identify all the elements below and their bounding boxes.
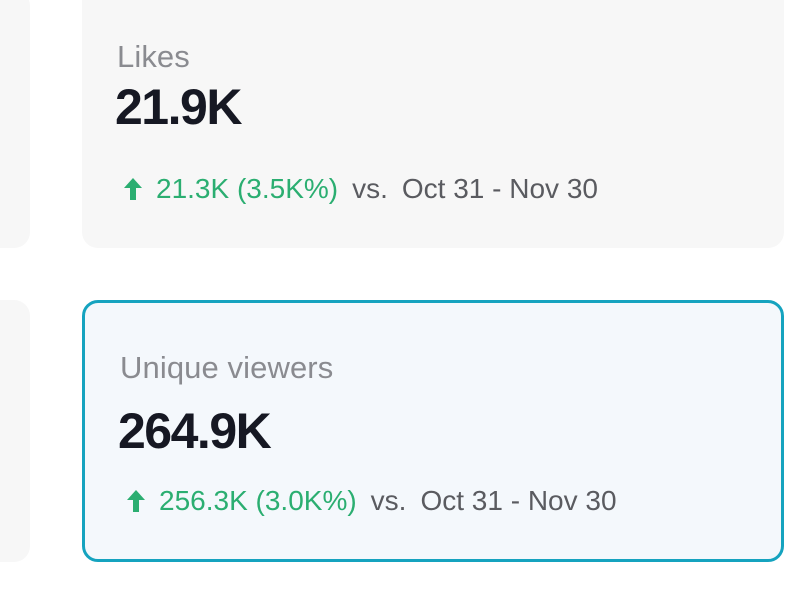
comparison-date-range: Oct 31 - Nov 30 bbox=[401, 173, 598, 204]
arrow-up-icon bbox=[127, 490, 145, 512]
metric-label: Unique viewers bbox=[120, 350, 334, 385]
metric-change: 21.3K (3.5K%) vs. Oct 31 - Nov 30 bbox=[122, 173, 598, 205]
metric-card-partial[interactable] bbox=[0, 300, 30, 562]
vs-label: vs. bbox=[370, 485, 407, 516]
metric-change: 256.3K (3.0K%) vs. Oct 31 - Nov 30 bbox=[125, 485, 617, 517]
change-value: 256.3K (3.0K%) bbox=[159, 485, 357, 516]
metric-value: 21.9K bbox=[115, 79, 242, 135]
metric-card-partial[interactable] bbox=[0, 0, 30, 248]
likes-metric-card[interactable]: Likes 21.9K 21.3K (3.5K%) vs. Oct 31 - N… bbox=[82, 0, 784, 248]
arrow-up-icon bbox=[124, 178, 142, 200]
unique-viewers-metric-card[interactable]: Unique viewers 264.9K 256.3K (3.0K%) vs.… bbox=[82, 300, 784, 562]
metric-label: Likes bbox=[117, 39, 190, 74]
comparison-date-range: Oct 31 - Nov 30 bbox=[420, 485, 617, 516]
vs-label: vs. bbox=[352, 173, 388, 204]
metric-value: 264.9K bbox=[118, 403, 272, 459]
change-value: 21.3K (3.5K%) bbox=[156, 173, 339, 204]
